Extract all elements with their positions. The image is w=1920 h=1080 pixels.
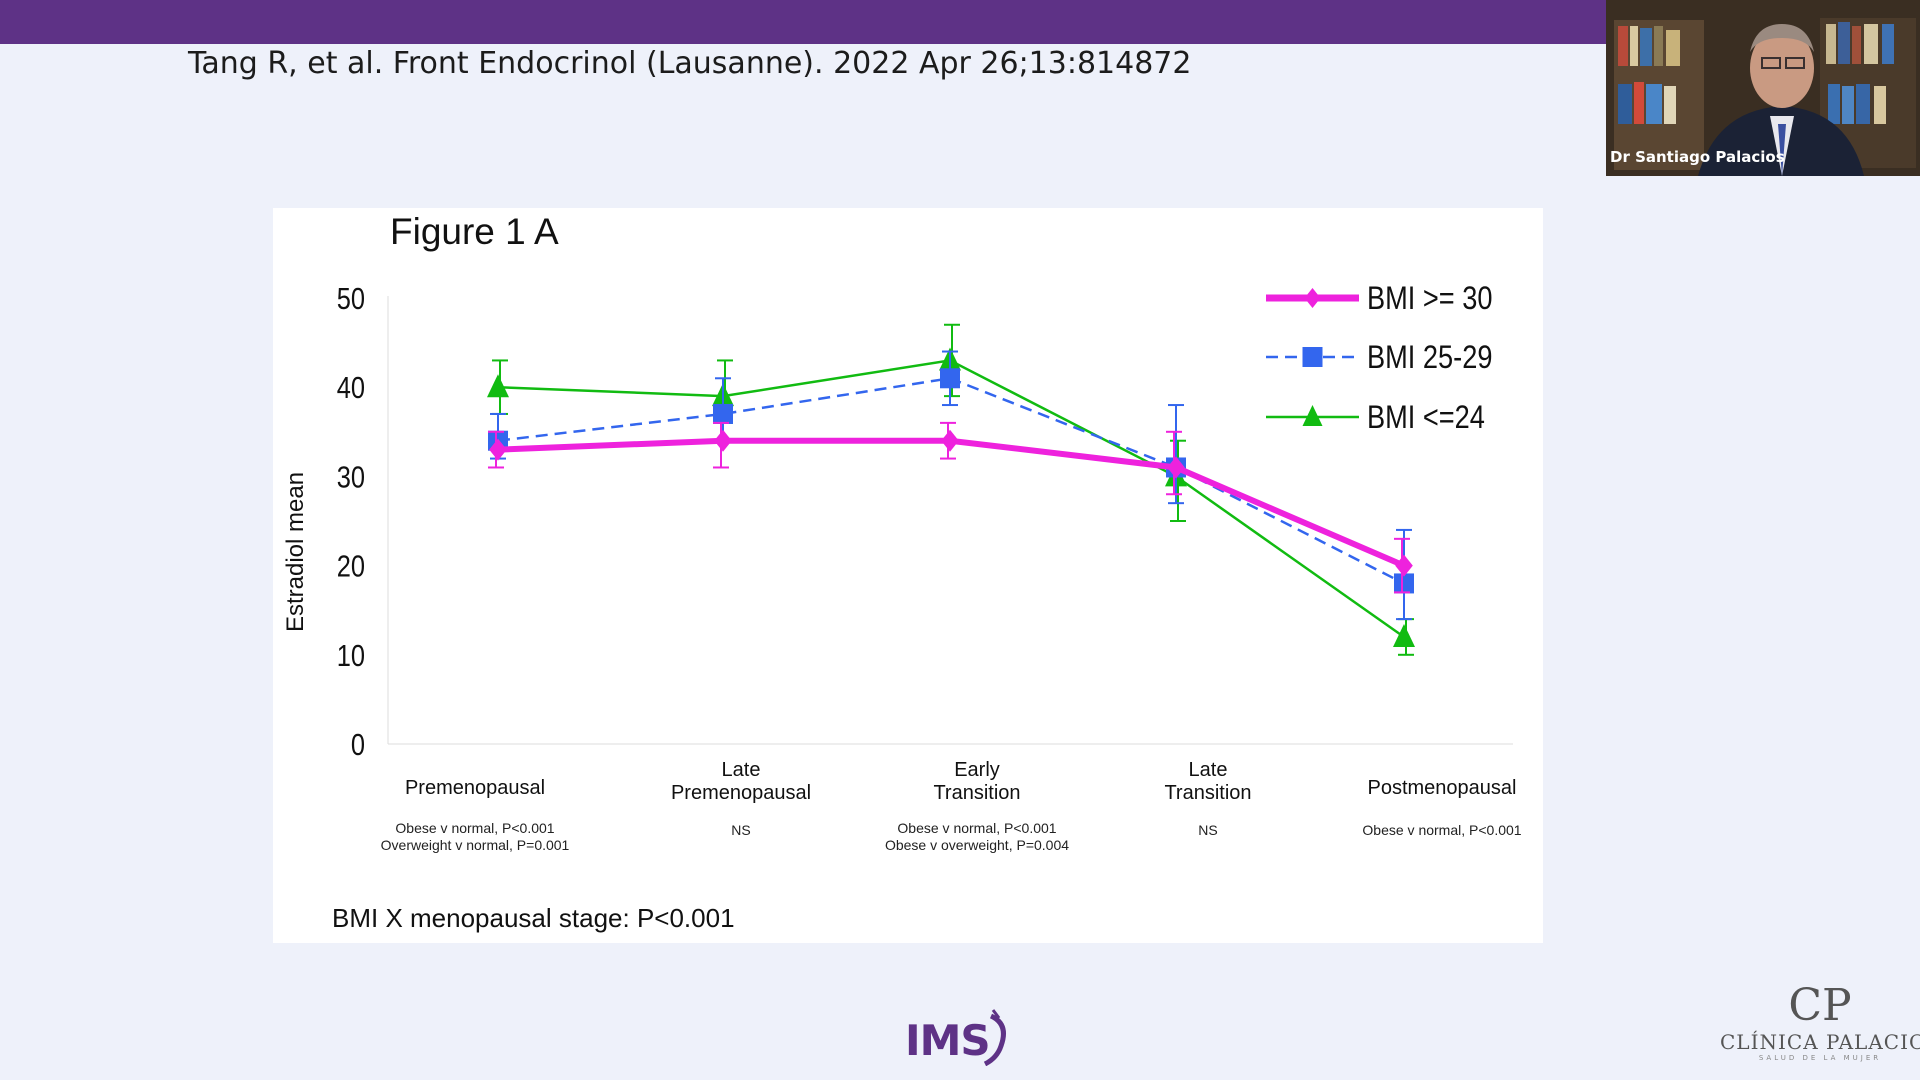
x-category-note: Obese v overweight, P=0.004	[885, 837, 1069, 853]
y-tick-label: 20	[337, 549, 365, 584]
data-point-triangle	[1393, 623, 1415, 647]
data-point-diamond	[1395, 554, 1413, 577]
data-point-square	[940, 368, 960, 389]
data-point-diamond	[941, 429, 959, 452]
data-point-diamond	[1167, 456, 1185, 479]
x-category-label: Late	[1189, 759, 1228, 781]
series-line	[497, 376, 1405, 585]
y-tick-label: 10	[337, 638, 365, 673]
series-bmi-30	[488, 421, 1413, 594]
x-category-note: Overweight v normal, P=0.001	[381, 837, 570, 853]
legend-label: BMI <=24	[1367, 400, 1485, 436]
x-category-label: Early	[954, 759, 1000, 781]
x-category-note: NS	[1198, 822, 1217, 838]
estradiol-line-chart: Figure 1 A Estradiol mean 0 10 20 30 40 50 Pr…	[282, 211, 1522, 933]
clinic-logo-tagline: SALUD DE LA MUJER	[1758, 1054, 1882, 1062]
x-category-label: Late	[722, 759, 761, 781]
legend-label: BMI 25-29	[1367, 340, 1492, 376]
speaker-video-frame	[1606, 0, 1920, 176]
slide-top-bar	[0, 0, 1606, 44]
data-point-square	[713, 403, 733, 424]
data-point-triangle	[1302, 405, 1323, 426]
y-tick-label: 30	[337, 460, 365, 495]
chart-panel: Figure 1 A Estradiol mean 0 10 20 30 40 50 Pr…	[273, 208, 1543, 943]
chart-title: Figure 1 A	[390, 211, 559, 252]
data-point-diamond	[489, 438, 507, 461]
x-category-label: Transition	[933, 782, 1020, 804]
data-point-diamond	[714, 429, 732, 452]
x-category-note: Obese v normal, P<0.001	[1362, 822, 1521, 838]
speaker-name-label: Dr Santiago Palacios	[1610, 148, 1785, 166]
data-point-square	[1394, 573, 1414, 594]
data-point-triangle	[487, 374, 509, 398]
y-tick-label: 50	[337, 282, 365, 317]
ims-logo: IMS	[905, 1002, 1015, 1066]
x-category-note: Obese v normal, P<0.001	[395, 820, 554, 836]
ims-logo-text: IMS	[905, 1016, 991, 1065]
ims-logo-swoosh	[983, 1009, 1006, 1066]
x-category-label: Postmenopausal	[1368, 777, 1517, 799]
speaker-video-tile[interactable]: Dr Santiago Palacios	[1606, 0, 1920, 176]
x-category-label: Transition	[1164, 782, 1251, 804]
y-axis-label: Estradiol mean	[282, 472, 309, 632]
y-tick-label: 40	[337, 371, 365, 406]
x-category-note: Obese v normal, P<0.001	[897, 820, 1056, 836]
clinic-palacios-logo: CP CLÍNICA PALACIOS SALUD DE LA MUJER	[1720, 982, 1920, 1080]
x-category-label: Premenopausal	[671, 782, 811, 804]
data-point-diamond	[1304, 288, 1321, 308]
x-category-note: NS	[731, 822, 750, 838]
clinic-logo-mark: CP	[1788, 980, 1852, 1031]
data-point-square	[1302, 347, 1323, 367]
chart-footer: BMI X menopausal stage: P<0.001	[332, 903, 735, 933]
x-category-label: Premenopausal	[405, 777, 545, 799]
y-tick-label: 0	[351, 728, 365, 763]
slide-citation: Tang R, et al. Front Endocrinol (Lausann…	[188, 46, 1192, 81]
legend-label: BMI >= 30	[1367, 281, 1492, 317]
clinic-logo-name: CLÍNICA PALACIOS	[1720, 1030, 1920, 1054]
